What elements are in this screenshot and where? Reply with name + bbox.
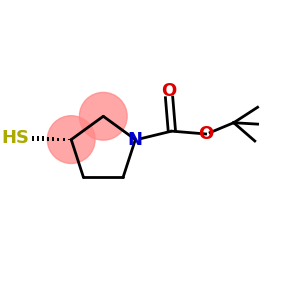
Text: HS: HS [1,129,29,147]
Circle shape [47,116,95,164]
Text: N: N [128,130,143,148]
Text: O: O [161,82,177,100]
Circle shape [80,92,127,140]
Text: O: O [198,125,213,143]
